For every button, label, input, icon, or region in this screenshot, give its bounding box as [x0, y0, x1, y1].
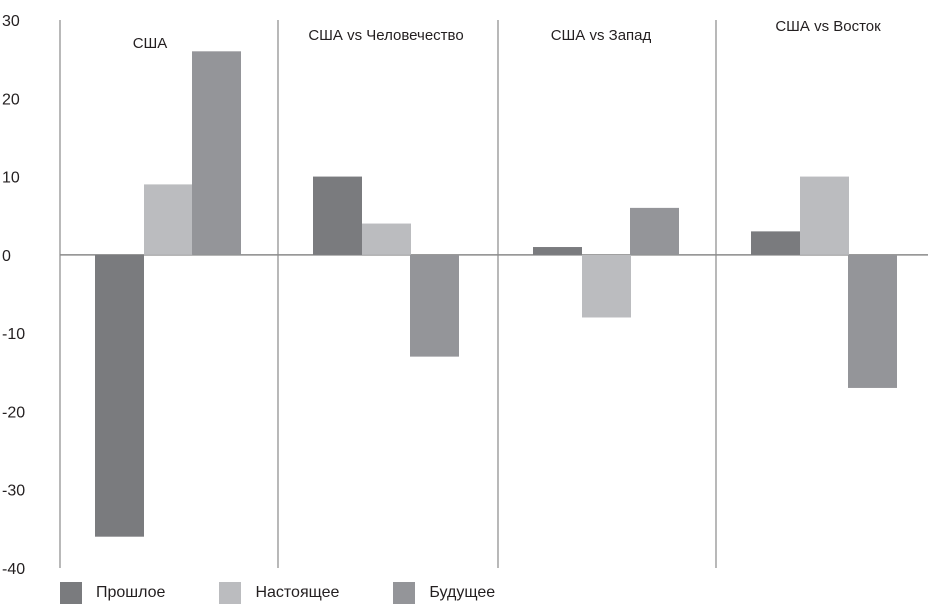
y-tick-label: 10: [2, 170, 20, 187]
bar-Настоящее-1: [362, 223, 411, 255]
legend-label: Настоящее: [255, 584, 340, 601]
bar-Прошлое-2: [533, 247, 582, 255]
bar-Настоящее-2: [582, 254, 631, 318]
y-tick-label: -20: [2, 404, 25, 421]
legend-swatch: [219, 582, 242, 604]
legend-label: Будущее: [429, 584, 496, 601]
y-tick-label: -30: [2, 483, 25, 500]
legend-swatch: [60, 582, 82, 604]
panel-title: США vs Восток: [775, 18, 881, 35]
panel-title: США: [133, 35, 168, 52]
bar-Будущее-2: [630, 207, 679, 255]
legend-item: Настоящее: [219, 582, 339, 604]
panel-title: США vs Человечество: [308, 27, 463, 44]
bars: [95, 51, 897, 537]
bar-Будущее-1: [410, 254, 459, 357]
bar-chart: 30 20 10 0 -10 -20 -30 -40 США США vs Человечест…: [2, 13, 928, 578]
bar-Настоящее-3: [800, 176, 849, 255]
bar-Прошлое-0: [95, 254, 144, 537]
legend: Прошлое Настоящее Будущее: [60, 580, 549, 606]
y-axis-ticks: 30 20 10 0 -10 -20 -30 -40: [2, 13, 25, 578]
panel-title: США vs Запад: [551, 27, 652, 44]
y-tick-label: -40: [2, 561, 25, 578]
y-tick-label: 0: [2, 248, 11, 265]
bar-Прошлое-3: [751, 231, 800, 255]
bar-Будущее-3: [848, 254, 897, 388]
bar-Настоящее-0: [144, 184, 193, 255]
y-tick-label: 20: [2, 91, 20, 108]
panel-dividers: [59, 20, 717, 568]
bar-Прошлое-1: [313, 176, 362, 255]
panel-titles: США США vs Человечество США vs Запад США vs…: [133, 18, 881, 52]
y-tick-label: 30: [2, 13, 20, 30]
legend-swatch: [393, 582, 416, 604]
legend-item: Будущее: [393, 582, 495, 604]
bar-Будущее-0: [192, 51, 241, 255]
legend-label: Прошлое: [96, 584, 166, 601]
y-tick-label: -10: [2, 326, 25, 343]
legend-item: Прошлое: [60, 582, 165, 604]
